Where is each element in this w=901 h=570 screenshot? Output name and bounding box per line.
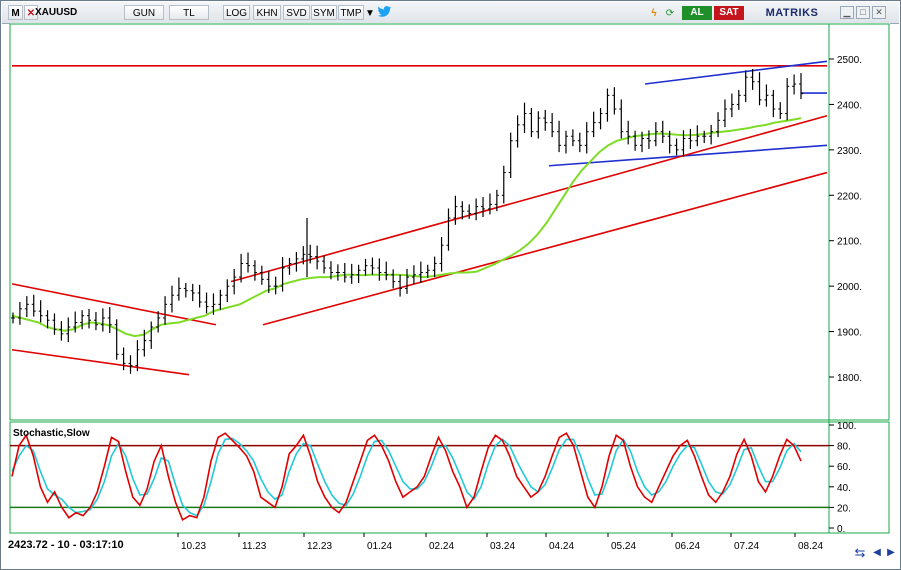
sym-button[interactable]: SYM [311,5,337,20]
close-symbol-icon[interactable]: ✕ [24,5,38,20]
brand-logo: MATRIKS [765,7,819,19]
window-close-icon[interactable]: ✕ [872,6,886,19]
trendline-red [230,115,828,283]
twitter-icon[interactable] [377,5,392,20]
x-tick-label: 02.24 [429,541,455,552]
period-button[interactable]: GUN [124,5,164,20]
khn-button[interactable]: KHN [253,5,281,20]
stoch-tick-label: 60. [837,462,851,473]
twitter-bird-icon [378,6,392,17]
y-tick-label: 1800. [837,373,862,384]
sync-icon[interactable]: ⇆ [854,545,866,560]
refresh-icon[interactable]: ⟳ [665,8,675,19]
plot-background [10,23,890,536]
x-tick-label: 06.24 [675,541,701,552]
trendline-red [262,171,828,326]
chevron-down-icon[interactable]: ▼ [365,8,375,19]
stoch-tick-label: 80. [837,442,851,453]
price-pane-frame [9,23,890,421]
chart-canvas[interactable]: 2500. 2400. 2300. 2200. 2100. 2000. 1900. 1800.… [1,1,900,547]
x-tick-label: 04.24 [549,541,575,552]
stoch-tick-label: 20. [837,503,851,514]
menu-button[interactable]: M [8,5,23,20]
x-tick-label: 05.24 [611,541,637,552]
stoch-tick-label: 100. [837,421,856,432]
x-tick-label: 07.24 [734,541,760,552]
x-tick-label: 10.23 [181,541,207,552]
sell-button[interactable]: SAT [714,6,744,20]
lightning-icon[interactable]: ϟ [651,8,657,19]
x-tick-label: 12.23 [307,541,333,552]
trendline-red [11,348,190,376]
minimize-icon[interactable]: ▁ [840,6,854,19]
x-tick-label: 08.24 [798,541,824,552]
stochastic-title: Stochastic,Slow [13,428,90,439]
y-tick-label: 1900. [837,328,862,339]
x-tick-label: 01.24 [367,541,393,552]
y-tick-label: 2400. [837,100,862,111]
stoch-k-line [11,432,802,521]
x-tick-label: 11.23 [242,541,267,552]
scroll-left-icon[interactable]: ◀ [873,547,881,558]
y-tick-label: 2100. [837,237,862,248]
stoch-pane-frame [9,421,890,534]
trendline-blue [548,144,828,167]
trendline-red [11,283,217,326]
trendline-blue [644,60,828,85]
maximize-icon[interactable]: □ [856,6,870,19]
menu-icon: M [11,8,20,19]
stoch-tick-label: 0. [837,524,845,535]
y-tick-label: 2300. [837,146,862,157]
chart-toolbar: M ✕ XAUUSD GUN TL LOG KHN SVD SYM TMP ▼ … [2,2,899,24]
stoch-d-line [11,437,802,517]
y-tick-label: 2500. [837,55,862,66]
y-tick-label: 2200. [837,191,862,202]
y-tick-label: 2000. [837,282,862,293]
svd-button[interactable]: SVD [283,5,310,20]
price-readout: 2423.72 - 10 - 03:17:10 [8,537,124,553]
stoch-tick-label: 40. [837,483,851,494]
currency-button[interactable]: TL [169,5,209,20]
log-button[interactable]: LOG [223,5,250,20]
scroll-right-icon[interactable]: ▶ [887,547,895,558]
symbol-label[interactable]: XAUUSD [35,7,78,18]
tmp-button[interactable]: TMP [338,5,364,20]
x-tick-label: 03.24 [490,541,516,552]
buy-button[interactable]: AL [682,6,712,20]
